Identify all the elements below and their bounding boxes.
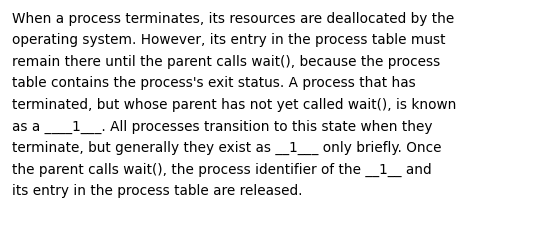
Text: terminated, but whose parent has not yet called wait(), is known: terminated, but whose parent has not yet… <box>12 98 456 112</box>
Text: as a ____1___. All processes transition to this state when they: as a ____1___. All processes transition … <box>12 119 432 133</box>
Text: remain there until the parent calls wait(), because the process: remain there until the parent calls wait… <box>12 55 440 69</box>
Text: terminate, but generally they exist as __1___ only briefly. Once: terminate, but generally they exist as _… <box>12 140 441 155</box>
Text: operating system. However, its entry in the process table must: operating system. However, its entry in … <box>12 33 445 47</box>
Text: table contains the process's exit status. A process that has: table contains the process's exit status… <box>12 76 416 90</box>
Text: the parent calls wait(), the process identifier of the __1__ and: the parent calls wait(), the process ide… <box>12 162 432 176</box>
Text: its entry in the process table are released.: its entry in the process table are relea… <box>12 183 302 197</box>
Text: When a process terminates, its resources are deallocated by the: When a process terminates, its resources… <box>12 12 454 26</box>
